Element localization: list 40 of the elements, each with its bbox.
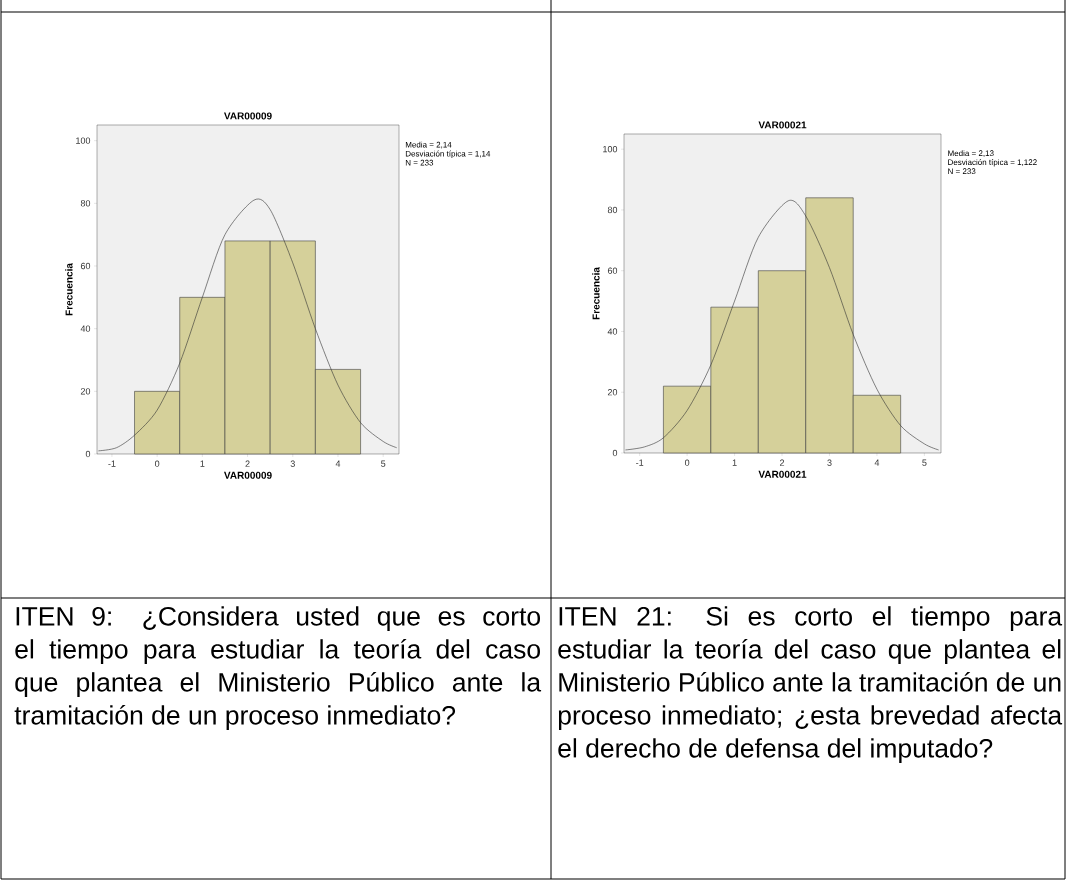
x-tick-label: -1 <box>108 460 116 467</box>
x-axis-title: VAR00009 <box>223 471 272 479</box>
x-tick-label: 2 <box>245 460 250 467</box>
chart-title: VAR00021 <box>758 121 807 129</box>
y-tick-label: 20 <box>607 389 618 396</box>
y-tick-label: 100 <box>76 137 91 144</box>
text: Media = 2,14 <box>405 141 452 149</box>
x-tick-label: 1 <box>732 459 737 466</box>
text: N = 233 <box>405 159 434 166</box>
x-tick-label: 1 <box>200 460 205 467</box>
y-tick-label: 60 <box>607 267 618 274</box>
text: Desviación típica = 1,14 <box>405 150 491 159</box>
x-tick-label: 4 <box>874 459 880 466</box>
y-tick-label: 60 <box>80 262 91 270</box>
y-tick-label: 80 <box>80 200 91 207</box>
x-tick-label: 0 <box>684 459 690 466</box>
y-axis-title: Frecuencia <box>592 267 600 320</box>
x-tick-label: 3 <box>827 459 832 466</box>
x-tick-label: 2 <box>779 459 785 466</box>
y-tick-label: 0 <box>85 450 91 458</box>
x-tick-label: -1 <box>636 459 644 466</box>
text: ITEN 9: ¿Considera usted que es corto el tiempo para estudiar la teoría del caso que plantea el Ministerio Público ante la tramitación de un proceso inmediato? <box>14 606 542 730</box>
x-tick-label: 0 <box>154 460 160 467</box>
y-tick-label: 0 <box>612 449 618 457</box>
y-tick-label: 40 <box>80 325 91 332</box>
y-tick-label: 100 <box>603 146 618 153</box>
y-axis-title: Frecuencia <box>65 263 73 316</box>
text: Media = 2,13 <box>948 150 994 157</box>
text: N = 233 <box>948 168 976 175</box>
y-tick-label: 80 <box>607 206 618 214</box>
y-tick-label: 40 <box>607 328 618 335</box>
x-tick-label: 3 <box>290 460 295 467</box>
text: ITEN 21: Si es corto el tiempo para estudiar la teoría del caso que plantea el Ministerio Público ante la tramitación de un proceso inmediato; ¿esta brevedad afecta el derecho de defensa del imputado? <box>558 606 1063 763</box>
y-tick-label: 20 <box>80 388 91 395</box>
x-tick-label: 4 <box>335 460 341 467</box>
chart-title: VAR00009 <box>223 112 272 120</box>
text: Desviación típica = 1,122 <box>948 159 1037 167</box>
x-tick-label: 5 <box>922 459 927 466</box>
x-tick-label: 5 <box>381 460 386 467</box>
x-axis-title: VAR00021 <box>758 470 807 478</box>
